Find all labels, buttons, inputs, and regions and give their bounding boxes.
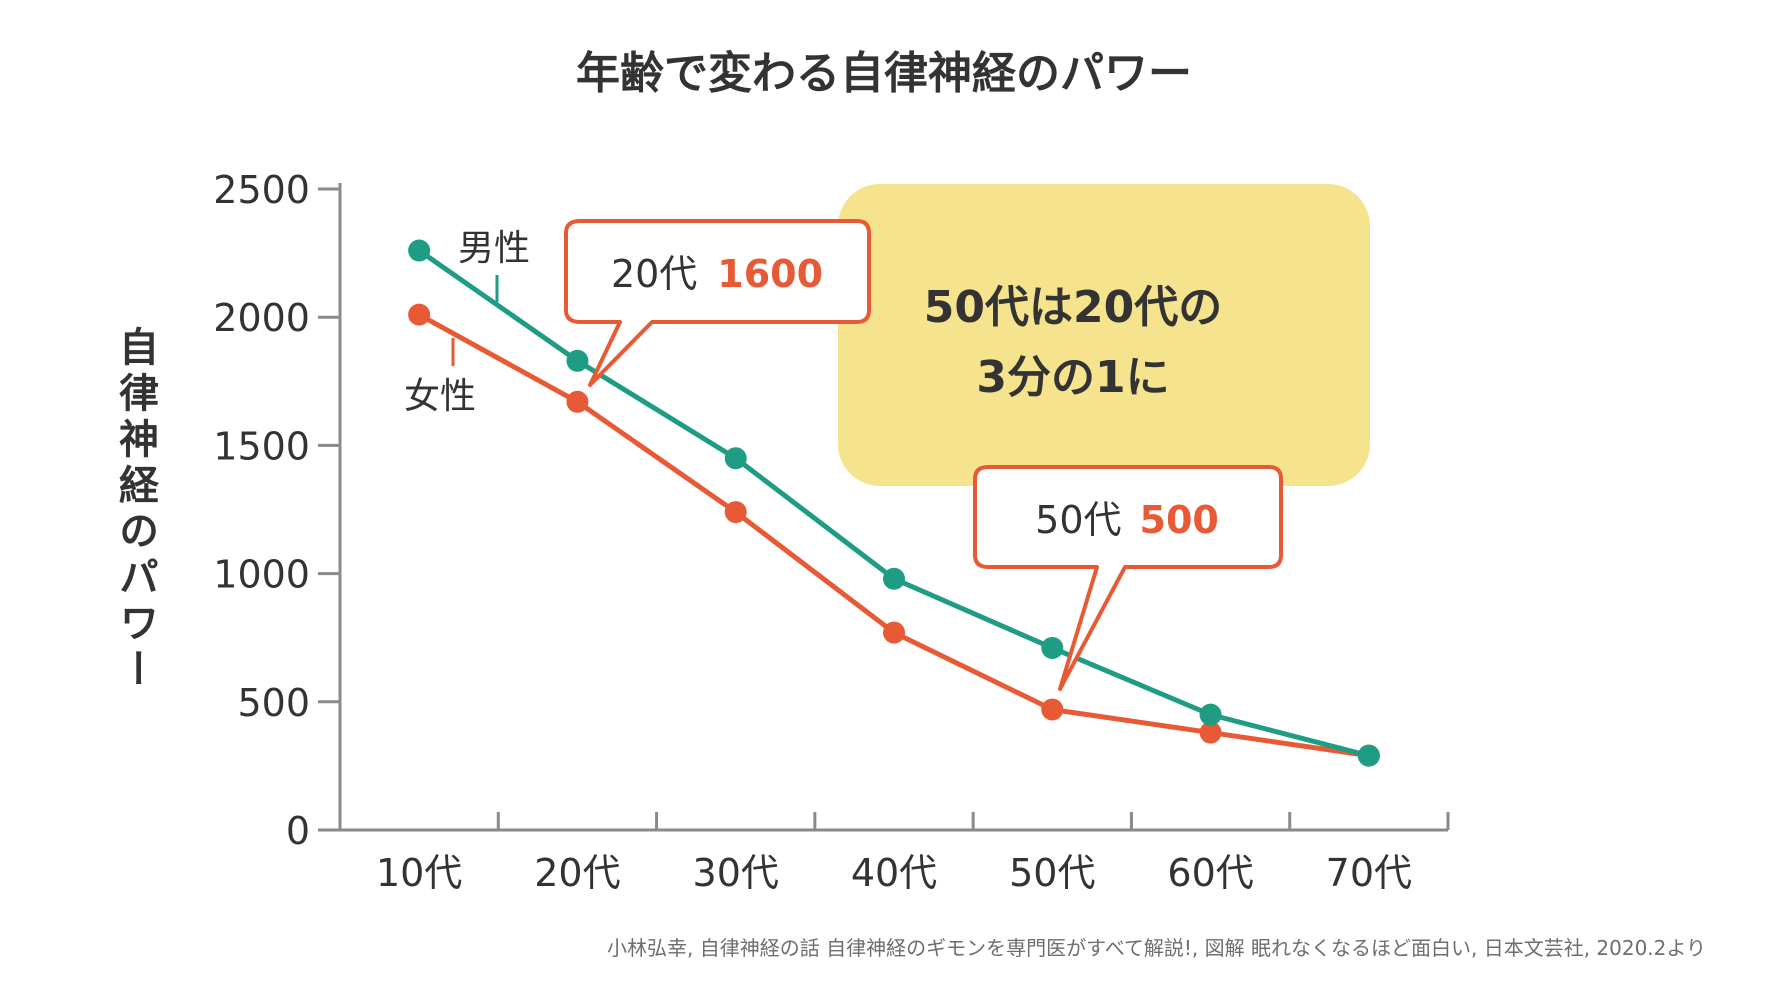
x-tick-label: 10代 <box>376 851 462 895</box>
data-point-female <box>1041 698 1064 721</box>
note-box-background <box>838 184 1370 486</box>
callout-20s-bubble <box>564 219 871 387</box>
callout-20s: 20代 1600 <box>564 219 871 387</box>
data-point-male <box>566 349 589 372</box>
callout-50s-bubble <box>973 465 1283 691</box>
data-point-male <box>1199 703 1222 726</box>
y-tick-label: 500 <box>237 681 310 725</box>
callout-20s-text: 20代 1600 <box>611 252 823 296</box>
series-layer <box>408 239 1380 767</box>
callout-20s-label: 20代 <box>611 252 697 296</box>
x-tick-label: 50代 <box>1009 851 1095 895</box>
data-point-female <box>883 621 905 644</box>
x-tick-label: 30代 <box>693 851 779 895</box>
callout-50s: 50代 500 <box>973 465 1283 691</box>
y-tick-label: 2000 <box>213 296 310 340</box>
note-box: 50代は20代の 3分の1に <box>838 184 1370 486</box>
callout-50s-text: 50代 500 <box>1035 498 1219 542</box>
y-tick-label: 1000 <box>213 553 310 597</box>
data-point-female <box>724 501 747 524</box>
data-point-male <box>883 567 905 590</box>
x-tick-label: 60代 <box>1167 851 1253 895</box>
y-tick-label: 2500 <box>213 168 310 212</box>
legend-male-label: 男性 <box>458 228 530 269</box>
axes: 0 500 1000 1500 2000 2500 10代 20代 30代 40代 50代 60代 70… <box>213 168 1450 895</box>
source-citation: 小林弘幸, 自律神経の話 自律神経のギモンを専門医がすべて解説!, 図解 眠れな… <box>607 936 1706 960</box>
data-point-male <box>724 447 747 470</box>
note-line-2: 3分の1に <box>976 352 1169 403</box>
data-point-male <box>408 239 431 262</box>
x-tick-label: 20代 <box>534 851 620 895</box>
data-point-female <box>566 390 589 413</box>
chart-title: 年齢で変わる自律神経のパワー <box>576 48 1192 99</box>
y-tick-label: 1500 <box>213 424 310 468</box>
callout-20s-value: 1600 <box>717 252 823 296</box>
data-point-male <box>1041 636 1064 659</box>
legend: 男性 女性 <box>404 228 530 417</box>
data-point-male <box>1357 744 1380 767</box>
legend-female-label: 女性 <box>404 376 476 417</box>
data-point-female <box>408 303 431 326</box>
y-axis-label: 自律神経のパワー <box>112 326 159 694</box>
data-point-female <box>1199 721 1222 744</box>
y-tick-label: 0 <box>286 809 310 853</box>
x-tick-label: 40代 <box>851 851 937 895</box>
callout-50s-label: 50代 <box>1035 498 1121 542</box>
x-tick-label: 70代 <box>1326 851 1412 895</box>
note-line-1: 50代は20代の <box>924 282 1222 333</box>
callout-50s-value: 500 <box>1140 498 1219 542</box>
